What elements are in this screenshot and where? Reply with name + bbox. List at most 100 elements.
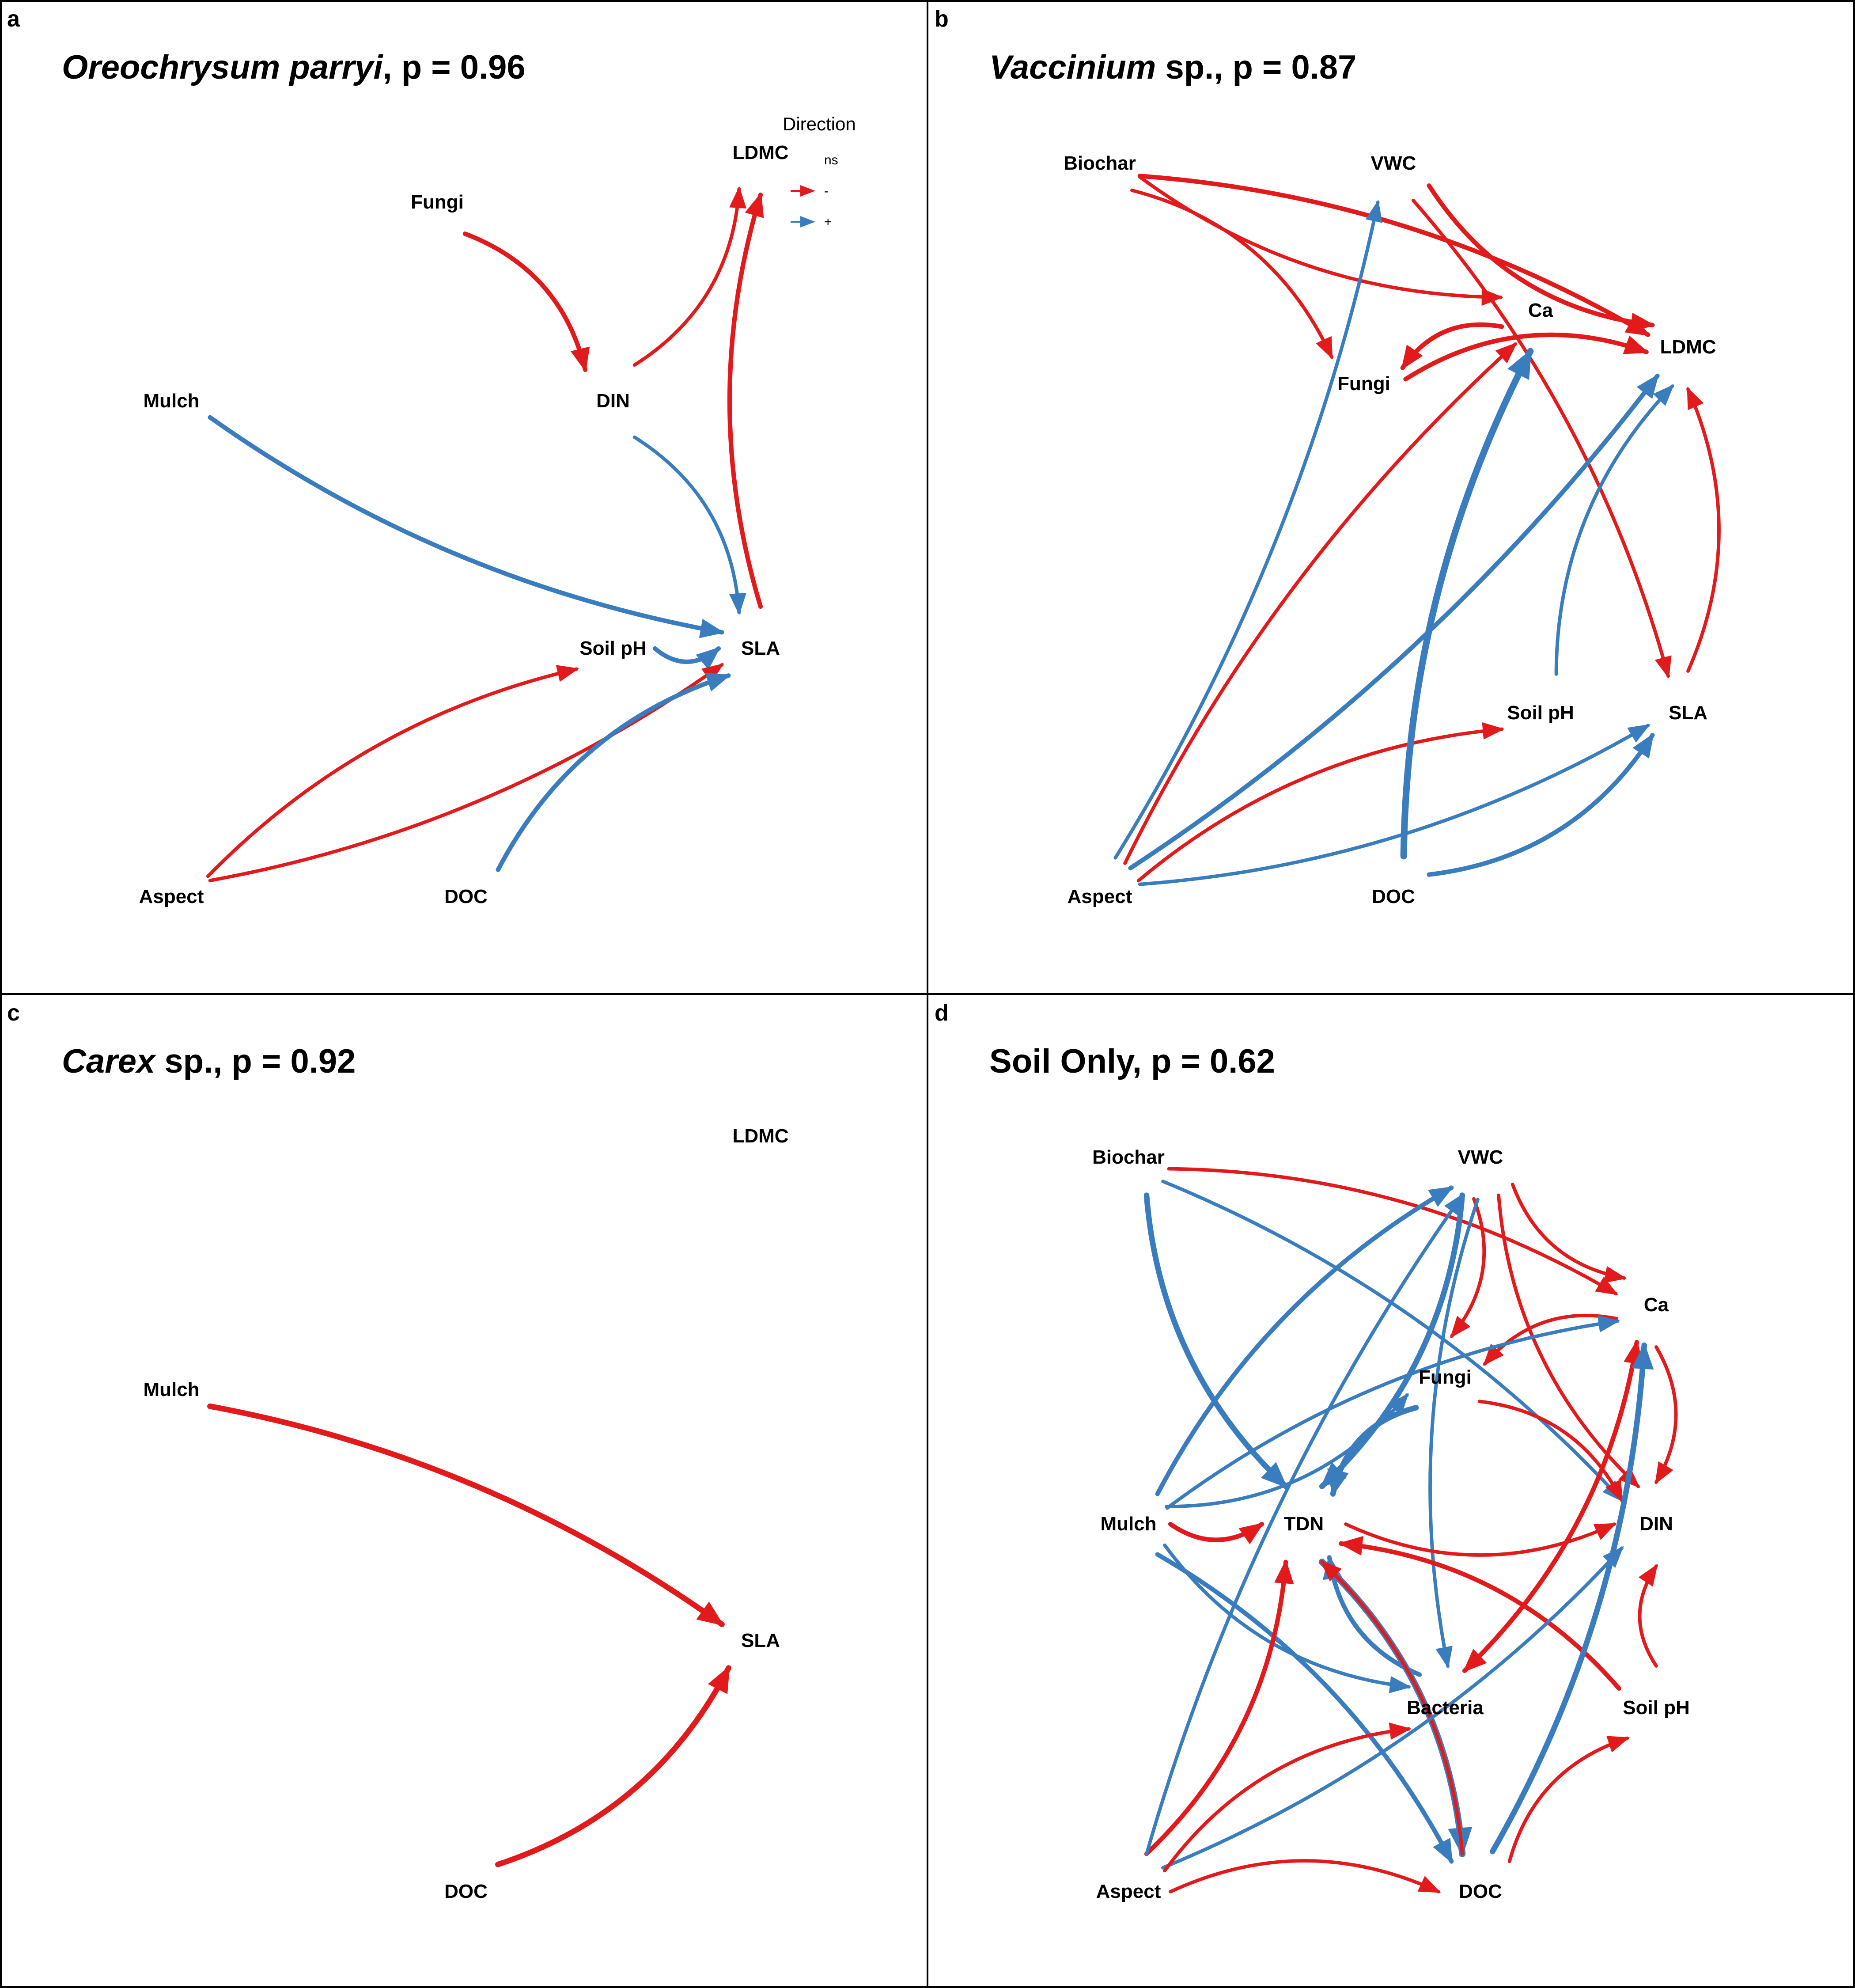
legend: Direction ns - + xyxy=(783,114,856,229)
panel-title-rest: sp., p = 0.92 xyxy=(155,1043,356,1080)
edge-aspect-to-ldmc xyxy=(1128,373,1660,871)
arrowhead-aspect-to-din xyxy=(1602,1546,1624,1568)
arrowhead-doc-to-soil-ph xyxy=(1606,1736,1630,1753)
edge-doc-to-ca xyxy=(1400,348,1534,860)
edge-aspect-to-vwc xyxy=(1145,1193,1464,1856)
edges xyxy=(207,1403,731,1867)
edge-biochar-to-din xyxy=(1161,1180,1624,1502)
edge-mulch-to-ca xyxy=(1165,1319,1620,1510)
edge-aspect-to-soil-ph xyxy=(1136,727,1504,883)
arrowhead-vwc-to-ca xyxy=(1604,1266,1627,1283)
edge-vwc-to-bacteria xyxy=(1428,1197,1480,1668)
edges xyxy=(1143,1167,1678,1893)
edge-aspect-to-doc xyxy=(1169,1859,1440,1893)
node-soil-ph: Soil pH xyxy=(579,637,647,659)
edge-fungi-to-din xyxy=(1478,1400,1624,1502)
node-vwc: VWC xyxy=(1371,152,1416,174)
arrowhead-vwc-to-bacteria xyxy=(1435,1646,1453,1669)
arrowhead-soil-ph-to-ldmc xyxy=(1653,384,1674,406)
edge-aspect-to-bacteria xyxy=(1163,1727,1411,1873)
edge-doc-to-ca xyxy=(1489,1342,1647,1855)
edge-mulch-to-sla xyxy=(208,415,724,635)
arrowhead-ca-to-din xyxy=(1654,1461,1673,1485)
arrowhead-doc-to-ca xyxy=(1632,1343,1654,1370)
node-bacteria: Bacteria xyxy=(1407,1697,1484,1719)
arrowhead-aspect-to-vwc xyxy=(1444,1193,1464,1216)
arrowhead-doc-to-ca xyxy=(1507,349,1532,380)
arrowhead-sla-to-ldmc xyxy=(1687,387,1704,410)
node-din: DIN xyxy=(1639,1513,1673,1535)
panel-title-italic: Carex xyxy=(62,1043,156,1080)
panel-d: d Soil Only, p = 0.62 Biochar VWC Ca Fun… xyxy=(935,1000,1690,1902)
node-fungi: Fungi xyxy=(1337,373,1390,395)
panel-title: Carex sp., p = 0.92 xyxy=(62,1043,356,1080)
node-biochar: Biochar xyxy=(1092,1146,1165,1168)
edge-sla-to-ldmc xyxy=(727,192,763,609)
edge-ca-to-fungi xyxy=(1483,1313,1619,1366)
node-fungi: Fungi xyxy=(411,191,464,213)
node-aspect: Aspect xyxy=(139,886,204,907)
node-doc: DOC xyxy=(1459,1881,1502,1902)
node-mulch: Mulch xyxy=(143,390,199,412)
edge-ca-to-fungi xyxy=(1400,322,1504,370)
arrowhead-aspect-to-vwc xyxy=(1365,200,1382,223)
edge-mulch-to-sla xyxy=(207,1403,725,1628)
panel-label: a xyxy=(7,6,20,32)
panel-title-rest: sp., p = 0.87 xyxy=(1156,49,1356,86)
arrowhead-vwc-to-sla xyxy=(1654,655,1672,679)
edge-mulch-to-vwc xyxy=(1155,1185,1454,1496)
edge-bacteria-to-tdn xyxy=(1327,1555,1422,1677)
panel-a: a Oreochrysum parryi, p = 0.96 LDMC Fung… xyxy=(7,6,856,907)
arrowhead-fungi-to-tdn xyxy=(1327,1468,1349,1497)
arrowhead-aspect-to-soil-ph xyxy=(1482,722,1505,740)
node-aspect: Aspect xyxy=(1068,886,1132,907)
edge-doc-to-tdn xyxy=(1320,1560,1464,1856)
legend-key-negative xyxy=(791,185,815,197)
node-doc: DOC xyxy=(444,886,488,907)
legend-title: Direction xyxy=(783,114,856,134)
legend-key-positive xyxy=(791,216,815,228)
arrowhead-fungi-to-din xyxy=(570,346,590,372)
arrowhead-aspect-to-doc xyxy=(1417,1876,1441,1893)
arrowhead-doc-to-tdn xyxy=(1320,1560,1342,1582)
arrowhead-soil-ph-to-din xyxy=(1638,1563,1658,1587)
arrowhead-mulch-to-doc xyxy=(1433,1838,1453,1864)
edge-biochar-to-fungi xyxy=(1130,188,1333,359)
edge-aspect-to-din xyxy=(1161,1546,1624,1870)
node-soil-ph: Soil pH xyxy=(1623,1697,1690,1719)
arrowhead-vwc-to-ldmc xyxy=(1630,312,1655,333)
edge-aspect-to-ca xyxy=(1123,342,1517,865)
edge-mulch-to-doc xyxy=(1155,1552,1454,1864)
edge-din-to-sla xyxy=(632,435,741,615)
edge-aspect-to-vwc xyxy=(1113,201,1380,860)
edge-doc-to-sla xyxy=(1427,733,1655,877)
arrowhead-mulch-to-ca xyxy=(1597,1315,1620,1333)
arrowhead-aspect-to-sla xyxy=(701,663,724,683)
arrowhead-mulch-to-sla xyxy=(696,1601,724,1626)
panel-title: Oreochrysum parryi, p = 0.96 xyxy=(62,49,526,86)
edge-aspect-to-sla xyxy=(208,663,724,883)
edges xyxy=(206,186,764,883)
edge-biochar-to-ca xyxy=(1138,175,1503,299)
edge-sla-to-ldmc xyxy=(1686,387,1721,673)
edge-vwc-to-ldmc xyxy=(1427,183,1655,327)
arrowhead-vwc-to-fungi xyxy=(1450,1316,1471,1338)
arrowhead-fungi-to-din xyxy=(1605,1479,1623,1503)
node-doc: DOC xyxy=(1372,886,1415,907)
arrowhead-mulch-to-fungi xyxy=(1388,1393,1409,1415)
edge-soil-ph-to-ldmc xyxy=(1554,384,1674,676)
arrowhead-biochar-to-tdn xyxy=(1261,1462,1288,1488)
node-sla: SLA xyxy=(1669,702,1707,724)
legend-item-negative: - xyxy=(824,184,829,198)
panel-title: Soil Only, p = 0.62 xyxy=(989,1043,1275,1080)
node-ldmc: LDMC xyxy=(732,142,788,163)
node-fungi: Fungi xyxy=(1419,1366,1472,1388)
node-ldmc: LDMC xyxy=(1660,336,1716,358)
edge-biochar-to-ca xyxy=(1167,1167,1618,1296)
edge-din-to-ldmc xyxy=(632,187,741,367)
node-doc: DOC xyxy=(444,1881,488,1902)
arrowhead-fungi-to-ldmc xyxy=(1623,335,1649,354)
edge-vwc-to-fungi xyxy=(1450,1197,1486,1338)
node-din: DIN xyxy=(596,390,630,412)
